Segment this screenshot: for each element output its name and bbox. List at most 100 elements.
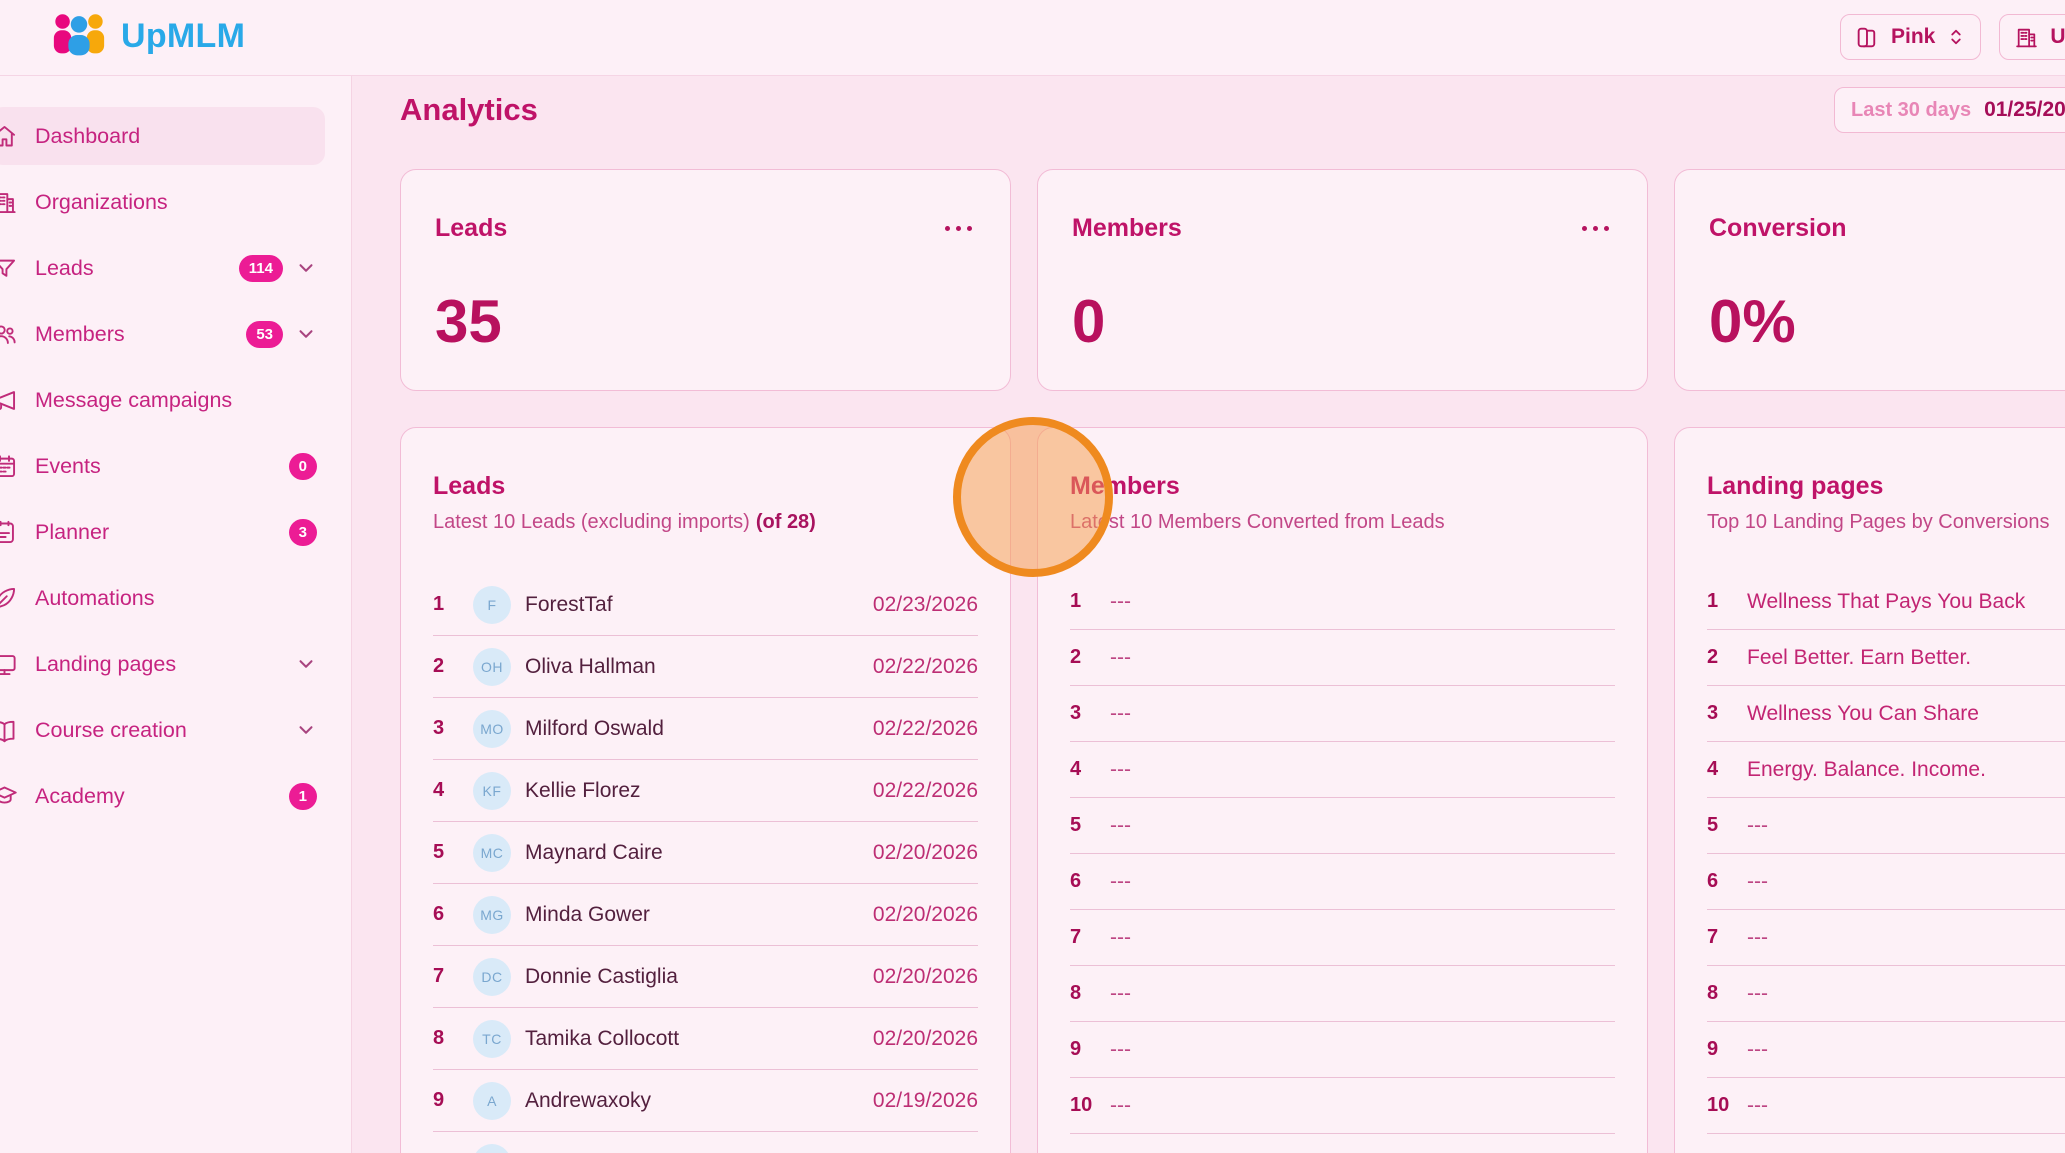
sidebar-item-course-creation[interactable]: Course creation bbox=[0, 701, 325, 759]
member-placeholder: --- bbox=[1110, 813, 1131, 837]
list-item: 10 --- bbox=[1707, 1078, 2065, 1134]
row-number: 5 bbox=[1707, 814, 1719, 836]
theme-select-button[interactable]: Pink bbox=[1840, 14, 1982, 60]
list-item: 6 --- bbox=[1707, 854, 2065, 910]
sidebar-item-planner[interactable]: Planner 3 bbox=[0, 503, 325, 561]
sidebar-item-members[interactable]: Members 53 bbox=[0, 305, 325, 363]
row-number: 9 bbox=[433, 1089, 445, 1111]
row-number: 2 bbox=[1070, 646, 1082, 668]
avatar: A bbox=[473, 1081, 511, 1120]
stat-card-members: Members 0 bbox=[1037, 169, 1648, 391]
table-row[interactable]: 3 MO Milford Oswald 02/22/2026 bbox=[433, 698, 978, 760]
chevron-down-icon[interactable] bbox=[295, 653, 317, 675]
sidebar-item-label: Message campaigns bbox=[35, 387, 233, 412]
table-row[interactable]: 8 TC Tamika Collocott 02/20/2026 bbox=[433, 1008, 978, 1070]
row-number: 10 bbox=[433, 1151, 473, 1153]
book-icon bbox=[0, 717, 18, 744]
sidebar-item-landing-pages[interactable]: Landing pages bbox=[0, 635, 325, 693]
sidebar-item-message-campaigns[interactable]: Message campaigns bbox=[0, 371, 325, 429]
row-number: 2 bbox=[1707, 646, 1719, 668]
row-number: 5 bbox=[433, 841, 445, 863]
lead-name: Oliva Hallman bbox=[525, 654, 656, 678]
members-count-badge: 53 bbox=[246, 320, 283, 348]
chevron-down-icon[interactable] bbox=[295, 719, 317, 741]
avatar-initials: TC bbox=[482, 1030, 502, 1047]
avatar: DC bbox=[473, 957, 511, 996]
notebook-icon bbox=[0, 519, 18, 546]
lead-date: 02/22/2026 bbox=[872, 778, 978, 802]
sidebar-item-organizations[interactable]: Organizations bbox=[0, 173, 325, 231]
sidebar-item-dashboard[interactable]: Dashboard bbox=[0, 107, 325, 165]
avatar: F bbox=[473, 1143, 511, 1153]
home-icon bbox=[0, 123, 18, 150]
row-number: 3 bbox=[1070, 702, 1082, 724]
lead-name: Milford Oswald bbox=[525, 716, 664, 740]
leads-count-value: 35 bbox=[435, 288, 502, 355]
chevron-down-icon[interactable] bbox=[295, 257, 317, 279]
lead-date: 02/20/2026 bbox=[872, 964, 978, 988]
list-item[interactable]: 4 Energy. Balance. Income. bbox=[1707, 742, 2065, 798]
chevron-down-icon[interactable] bbox=[295, 323, 317, 345]
table-row[interactable]: 4 KF Kellie Florez 02/22/2026 bbox=[433, 760, 978, 822]
row-number: 1 bbox=[433, 593, 445, 615]
leads-count-badge: 114 bbox=[238, 254, 283, 282]
avatar-initials: A bbox=[487, 1092, 497, 1109]
list-subtitle: Latest 10 Members Converted from Leads bbox=[1070, 511, 1445, 533]
logo-text: UpMLM bbox=[121, 16, 246, 55]
row-number: 9 bbox=[1707, 1038, 1719, 1060]
lead-date: 02/20/2026 bbox=[872, 902, 978, 926]
calendar-icon bbox=[0, 453, 18, 480]
sidebar-item-leads[interactable]: Leads 114 bbox=[0, 239, 325, 297]
people-icon bbox=[0, 321, 18, 348]
list-cards-row: Leads Latest 10 Leads (excluding imports… bbox=[400, 427, 2065, 1153]
list-item: 7 --- bbox=[1707, 910, 2065, 966]
landing-page-placeholder: --- bbox=[1747, 869, 1768, 893]
date-range-label: Last 30 days bbox=[1851, 98, 1972, 121]
landing-pages-list-card: Landing pages Top 10 Landing Pages by Co… bbox=[1674, 427, 2065, 1153]
organization-button[interactable]: U bbox=[1999, 14, 2065, 60]
avatar: KF bbox=[473, 771, 511, 810]
table-row[interactable]: 1 F ForestTaf 02/23/2026 bbox=[433, 574, 978, 636]
row-number: 6 bbox=[433, 903, 445, 925]
app-logo[interactable]: UpMLM bbox=[50, 11, 245, 61]
avatar-initials: DC bbox=[481, 968, 503, 985]
member-placeholder: --- bbox=[1110, 981, 1131, 1005]
lead-name: Maynard Caire bbox=[525, 840, 663, 864]
list-item: 1 --- bbox=[1070, 574, 1615, 630]
landing-page-placeholder: --- bbox=[1747, 813, 1768, 837]
member-placeholder: --- bbox=[1110, 869, 1131, 893]
sidebar-item-automations[interactable]: Automations bbox=[0, 569, 325, 627]
table-row[interactable]: 6 MG Minda Gower 02/20/2026 bbox=[433, 884, 978, 946]
sidebar-item-label: Organizations bbox=[35, 189, 168, 214]
list-item: 5 --- bbox=[1070, 798, 1615, 854]
landing-page-placeholder: --- bbox=[1747, 1037, 1768, 1061]
more-menu-button[interactable] bbox=[1578, 222, 1613, 235]
avatar-initials: F bbox=[487, 596, 497, 613]
table-row[interactable]: 10 F ForestTaf 02/16/2026 bbox=[433, 1132, 978, 1153]
landing-page-title: Wellness That Pays You Back bbox=[1747, 589, 2026, 613]
list-item[interactable]: 3 Wellness You Can Share bbox=[1707, 686, 2065, 742]
avatar: F bbox=[473, 585, 511, 624]
table-row[interactable]: 7 DC Donnie Castiglia 02/20/2026 bbox=[433, 946, 978, 1008]
list-item: 9 --- bbox=[1707, 1022, 2065, 1078]
funnel-icon bbox=[0, 255, 18, 282]
table-row[interactable]: 9 A Andrewaxoky 02/19/2026 bbox=[433, 1070, 978, 1132]
list-item: 5 --- bbox=[1707, 798, 2065, 854]
row-number: 10 bbox=[1070, 1094, 1093, 1116]
sidebar: Dashboard Organizations Leads 114 bbox=[0, 75, 352, 1153]
sidebar-item-label: Events bbox=[35, 453, 101, 478]
sidebar-item-events[interactable]: Events 0 bbox=[0, 437, 325, 495]
landing-page-title: Wellness You Can Share bbox=[1747, 701, 1979, 725]
sidebar-item-academy[interactable]: Academy 1 bbox=[0, 767, 325, 825]
table-row[interactable]: 2 OH Oliva Hallman 02/22/2026 bbox=[433, 636, 978, 698]
list-item[interactable]: 2 Feel Better. Earn Better. bbox=[1707, 630, 2065, 686]
lead-date: 02/16/2026 bbox=[873, 1151, 978, 1153]
table-row[interactable]: 5 MC Maynard Caire 02/20/2026 bbox=[433, 822, 978, 884]
logo-people-icon bbox=[50, 11, 108, 61]
date-range-picker[interactable]: Last 30 days 01/25/20 bbox=[1834, 87, 2065, 133]
member-placeholder: --- bbox=[1110, 925, 1131, 949]
more-menu-button[interactable] bbox=[941, 222, 976, 235]
list-item[interactable]: 1 Wellness That Pays You Back bbox=[1707, 574, 2065, 630]
list-item: 8 --- bbox=[1070, 966, 1615, 1022]
avatar: MG bbox=[473, 895, 511, 934]
